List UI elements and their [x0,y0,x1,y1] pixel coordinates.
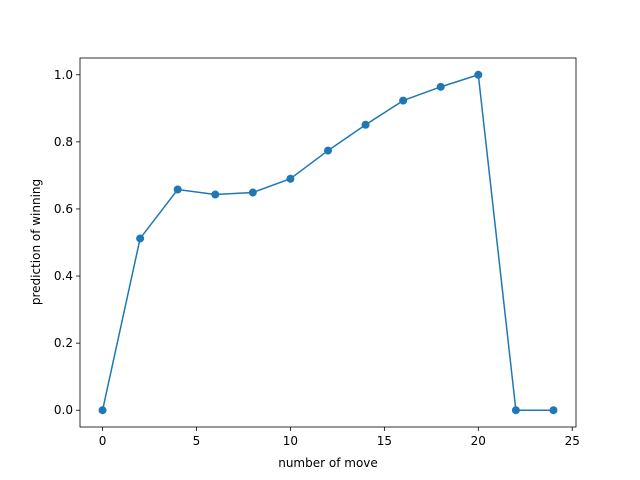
plot-frame [79,57,577,428]
x-tick-label: 5 [193,434,201,448]
y-tick-label: 0.6 [54,202,73,216]
marker [136,234,145,243]
marker [173,185,182,194]
marker [324,146,332,155]
x-axis-label: number of move [278,456,378,470]
y-tick-label: 0.4 [54,269,73,283]
marker [361,120,370,129]
x-tick-label: 20 [471,434,486,448]
marker [286,174,295,183]
y-tick-label: 0.0 [54,403,73,417]
marker [549,406,558,415]
marker [248,188,257,197]
y-tick-label: 0.8 [54,135,73,149]
marker [436,82,445,91]
x-tick-label: 15 [377,434,392,448]
marker [511,406,520,415]
x-tick-label: 0 [99,434,107,448]
x-tick-label: 10 [283,434,298,448]
x-tick-label: 25 [565,434,580,448]
marker [474,70,483,79]
marker [98,406,107,415]
marker [211,190,220,199]
y-tick-label: 0.2 [54,336,73,350]
y-tick-label: 1.0 [54,68,73,82]
y-axis-label: prediction of winning [29,179,43,305]
marker [399,96,408,105]
